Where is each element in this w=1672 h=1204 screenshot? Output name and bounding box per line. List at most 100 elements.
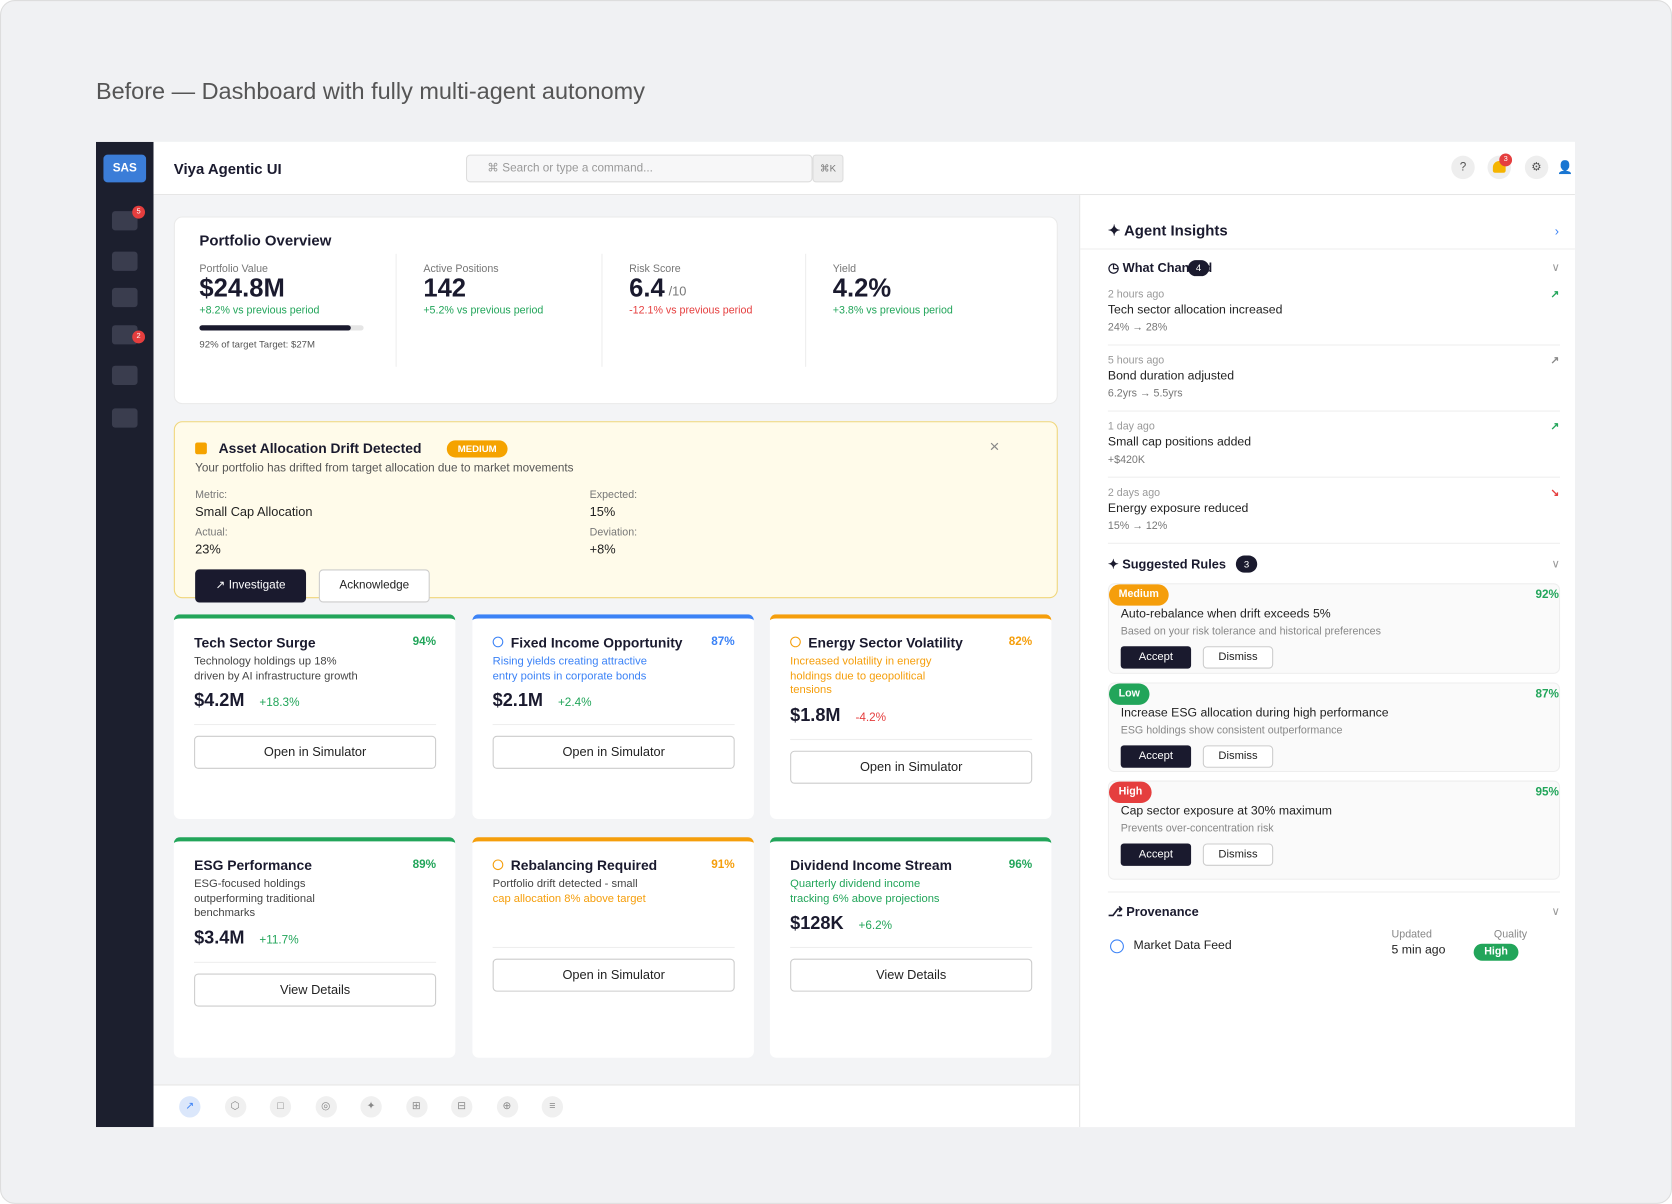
card-header: ESG Performance 89%	[194, 856, 436, 873]
close-button[interactable]: ×	[989, 438, 1000, 457]
quality-label: Quality	[1493, 928, 1528, 941]
divider	[601, 253, 603, 367]
field-value: +8%	[589, 541, 616, 557]
topbar: Viya Agentic UI ⌘ Search or type a comman…	[153, 141, 1575, 196]
rule-card: Medium 92% Auto-rebalance when drift excee…	[1107, 583, 1561, 674]
description-text: Increased volatility in energy holdings …	[790, 654, 932, 697]
rule-confidence: 95%	[1535, 786, 1560, 800]
toolbar-button[interactable]: ⊟	[451, 1096, 473, 1118]
card-change: +6.2%	[858, 919, 893, 932]
insight-card: Rebalancing Required 91% Portfolio drift d…	[472, 837, 754, 1058]
toolbar-button[interactable]: □	[269, 1096, 292, 1118]
rule-description: Based on your risk tolerance and histori…	[1120, 625, 1381, 638]
card-header: Rebalancing Required 91%	[492, 856, 735, 873]
caption: Before — Dashboard with fully multi-agen…	[95, 77, 645, 105]
change-detail: 6.2yrs → 5.5yrs	[1107, 388, 1183, 400]
change-title: Tech sector allocation increased	[1107, 304, 1283, 317]
card-value: $128K	[790, 912, 844, 934]
action-button[interactable]: Open in Simulator	[194, 735, 437, 769]
section-toggle[interactable]: ∨	[1551, 261, 1561, 275]
progress-track	[199, 325, 364, 331]
divider	[1107, 891, 1561, 893]
value-row: $128K +6.2%	[790, 913, 1032, 943]
quality-badge: High	[1473, 943, 1519, 961]
action-button[interactable]: View Details	[194, 973, 437, 1007]
dismiss-button[interactable]: Dismiss	[1202, 646, 1274, 669]
card-change: -4.2%	[855, 710, 887, 724]
change-title: Bond duration adjusted	[1107, 370, 1235, 383]
accept-button[interactable]: Accept	[1120, 843, 1192, 866]
dismiss-button[interactable]: Dismiss	[1202, 745, 1274, 768]
metric-value: $24.8M	[199, 273, 285, 303]
insight-card: Dividend Income Stream 96% Quarterly divid…	[769, 837, 1052, 1058]
dismiss-button[interactable]: Dismiss	[1202, 843, 1274, 866]
card-title: Fixed Income Opportunity	[510, 633, 683, 650]
card-description: Increased volatility in energy holdings …	[790, 655, 958, 698]
change-detail: +$420K	[1107, 454, 1145, 466]
toolbar-button[interactable]: ⬡	[224, 1096, 246, 1118]
nav-badge: 5	[132, 205, 146, 219]
investigate-button[interactable]: ↗ Investigate	[195, 569, 307, 603]
expand-button[interactable]: ›	[1554, 223, 1559, 239]
nav-item[interactable]	[111, 287, 138, 308]
confidence: 94%	[412, 635, 437, 649]
action-button[interactable]: Open in Simulator	[790, 750, 1033, 784]
card-title: Portfolio Overview	[199, 230, 332, 249]
user-button[interactable]: 👤	[1557, 159, 1574, 175]
nav-item[interactable]	[111, 365, 138, 385]
action-button[interactable]: Open in Simulator	[492, 958, 735, 992]
divider	[805, 253, 807, 367]
updated-value: 5 min ago	[1391, 943, 1446, 957]
help-button[interactable]: ?	[1451, 155, 1475, 180]
card-title: ESG Performance	[194, 856, 312, 873]
metric-change: -12.1% vs previous period	[629, 304, 753, 317]
card-value: $2.1M	[492, 689, 544, 711]
accept-button[interactable]: Accept	[1120, 745, 1192, 768]
toolbar-button[interactable]: ≡	[541, 1096, 564, 1118]
field-label: Actual:	[195, 526, 228, 539]
toolbar-button[interactable]: ↗	[179, 1096, 201, 1118]
toolbar-button[interactable]: ◎	[315, 1096, 337, 1118]
section-toggle[interactable]: ∨	[1551, 558, 1561, 571]
settings-button[interactable]: ⚙	[1524, 155, 1549, 180]
metric-label: Active Positions	[423, 263, 499, 276]
card-title: Rebalancing Required	[510, 856, 658, 873]
toolbar-button[interactable]: ⊕	[496, 1096, 518, 1118]
panel-title: ✦ Agent Insights	[1107, 221, 1228, 239]
confidence: 89%	[412, 858, 437, 872]
toolbar-button[interactable]: ✦	[360, 1096, 382, 1118]
card-header: Tech Sector Surge 94%	[194, 633, 436, 650]
card-description: Rising yields creating attractive entry …	[493, 655, 661, 684]
insight-card: Tech Sector Surge 94% Technology holdings …	[173, 614, 456, 819]
nav-item[interactable]	[111, 408, 138, 428]
rule-description: Prevents over-concentration risk	[1120, 823, 1274, 835]
description-highlight: cap allocation 8% above target	[492, 891, 646, 905]
card-header: Fixed Income Opportunity 87%	[492, 633, 735, 650]
rule-card: Low 87% Increase ESG allocation during hig…	[1107, 682, 1561, 773]
separator	[492, 946, 735, 948]
nav-item[interactable]	[111, 325, 138, 345]
action-button[interactable]: Open in Simulator	[492, 735, 735, 769]
acknowledge-button[interactable]: Acknowledge	[318, 569, 430, 603]
value-row: $3.4M +11.7%	[194, 927, 436, 957]
action-button[interactable]: View Details	[790, 958, 1033, 992]
toolbar-button[interactable]: ⊞	[405, 1096, 428, 1118]
accept-button[interactable]: Accept	[1120, 646, 1192, 669]
section-toggle[interactable]: ∨	[1551, 905, 1561, 919]
field-value: 15%	[589, 504, 616, 520]
search-box[interactable]: ⌘ Search or type a command...	[465, 154, 813, 183]
insight-card: Fixed Income Opportunity 87% Rising yields…	[472, 614, 754, 819]
value-row: $4.2M +18.3%	[194, 690, 436, 720]
nav-item[interactable]	[111, 211, 138, 231]
nav-item[interactable]	[111, 251, 138, 271]
count-badge: 3	[1235, 555, 1258, 573]
change-time: 1 day ago	[1107, 421, 1155, 433]
insight-card: ESG Performance 89% ESG-focused holdings o…	[173, 837, 456, 1058]
description-text: Portfolio drift detected - small	[492, 877, 638, 891]
metric-change: +3.8% vs previous period	[832, 304, 953, 317]
portfolio-card: Portfolio Overview Portfolio Value $24.8M +…	[173, 216, 1058, 405]
description-text: ESG-focused holdings outperforming tradi…	[194, 877, 315, 920]
metric-label: Yield	[832, 263, 857, 276]
card-value: $4.2M	[194, 689, 245, 711]
separator	[194, 724, 437, 726]
